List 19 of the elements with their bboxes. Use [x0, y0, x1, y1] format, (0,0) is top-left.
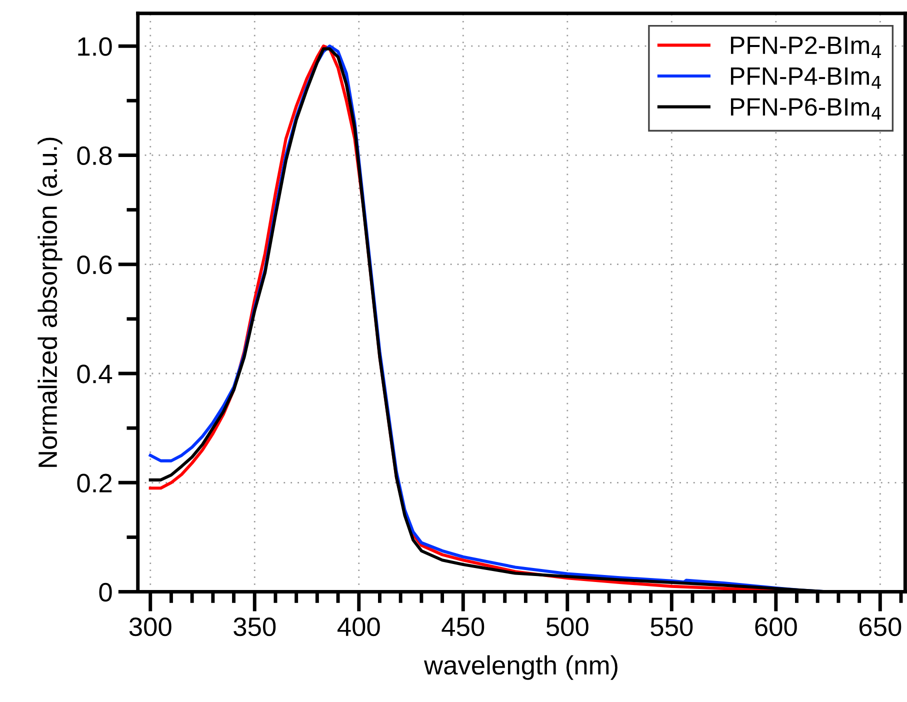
- y-tick-label: 0.8: [77, 146, 112, 166]
- legend-label: PFN-P6-BIm$_{4}$: [730, 98, 882, 120]
- x-tick-label: 650: [859, 617, 902, 636]
- x-tick-label: 400: [337, 617, 380, 636]
- y-tick-label: 1.0: [78, 37, 112, 56]
- y-tick-label: 0: [99, 582, 112, 602]
- legend-label: PFN-P2-BIm$_{4}$: [730, 36, 882, 58]
- y-axis-title: Normalized absorption (a.u.): [38, 138, 62, 467]
- x-tick-label: 550: [650, 617, 693, 636]
- x-axis-title: wavelength (nm): [424, 655, 618, 680]
- y-tick-label: 0.4: [77, 364, 112, 384]
- x-tick-label: 600: [755, 617, 797, 636]
- y-tick-label: 0.2: [77, 474, 112, 492]
- x-tick-label: 450: [442, 617, 484, 636]
- y-tick-label: 0.6: [77, 256, 112, 274]
- x-tick-label: 300: [129, 617, 172, 636]
- x-tick-label: 500: [546, 617, 588, 636]
- legend-label: PFN-P4-BIm$_{4}$: [730, 68, 882, 89]
- x-tick-label: 350: [234, 617, 276, 636]
